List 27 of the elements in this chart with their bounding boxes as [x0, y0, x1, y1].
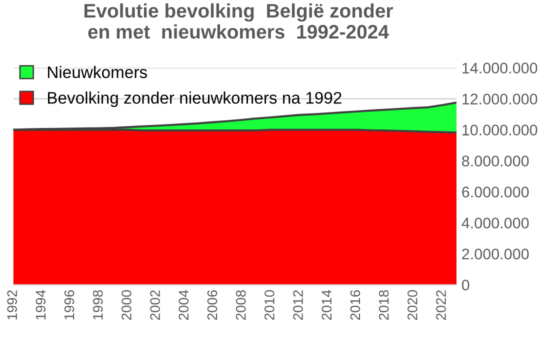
- y-tick-label: 14.000.000: [462, 62, 538, 74]
- x-tick-label: 2010: [264, 290, 274, 320]
- y-tick-label: 0: [462, 280, 470, 290]
- x-tick-label: 2006: [207, 290, 218, 320]
- x-tick-label: 2002: [150, 290, 160, 320]
- x-tick-label: 2008: [236, 290, 246, 320]
- legend-label: Bevolking zonder nieuwkomers na 1992: [48, 92, 342, 108]
- x-tick-label: 2000: [122, 290, 132, 320]
- y-tick-label: 4.000.000: [462, 218, 529, 228]
- x-tick-label: 1998: [92, 290, 103, 320]
- x-tick-label: 1996: [64, 290, 74, 320]
- x-tick-label: 2014: [322, 290, 332, 320]
- x-tick-label: 2004: [178, 290, 189, 320]
- legend-label: Nieuwkomers: [48, 66, 147, 78]
- x-tick-label: 2018: [378, 290, 389, 320]
- x-tick-label: 2020: [408, 290, 418, 320]
- y-tick-label: 6.000.000: [462, 186, 529, 198]
- x-tick-label: 1992: [7, 290, 18, 320]
- y-tick-label: 12.000.000: [462, 94, 538, 104]
- y-tick-label: 2.000.000: [462, 248, 529, 260]
- x-tick-label: 2012: [293, 290, 303, 320]
- x-tick-label: 2016: [350, 290, 360, 320]
- x-tick-label: 2022: [436, 290, 446, 320]
- y-tick-label: 8.000.000: [462, 156, 529, 166]
- y-tick-label: 10.000.000: [462, 124, 538, 136]
- x-tick-label: 1994: [36, 290, 46, 320]
- chart-title: Evolutie bevolking België zonder en met nieuwkomers 1992-2024: [84, 3, 393, 39]
